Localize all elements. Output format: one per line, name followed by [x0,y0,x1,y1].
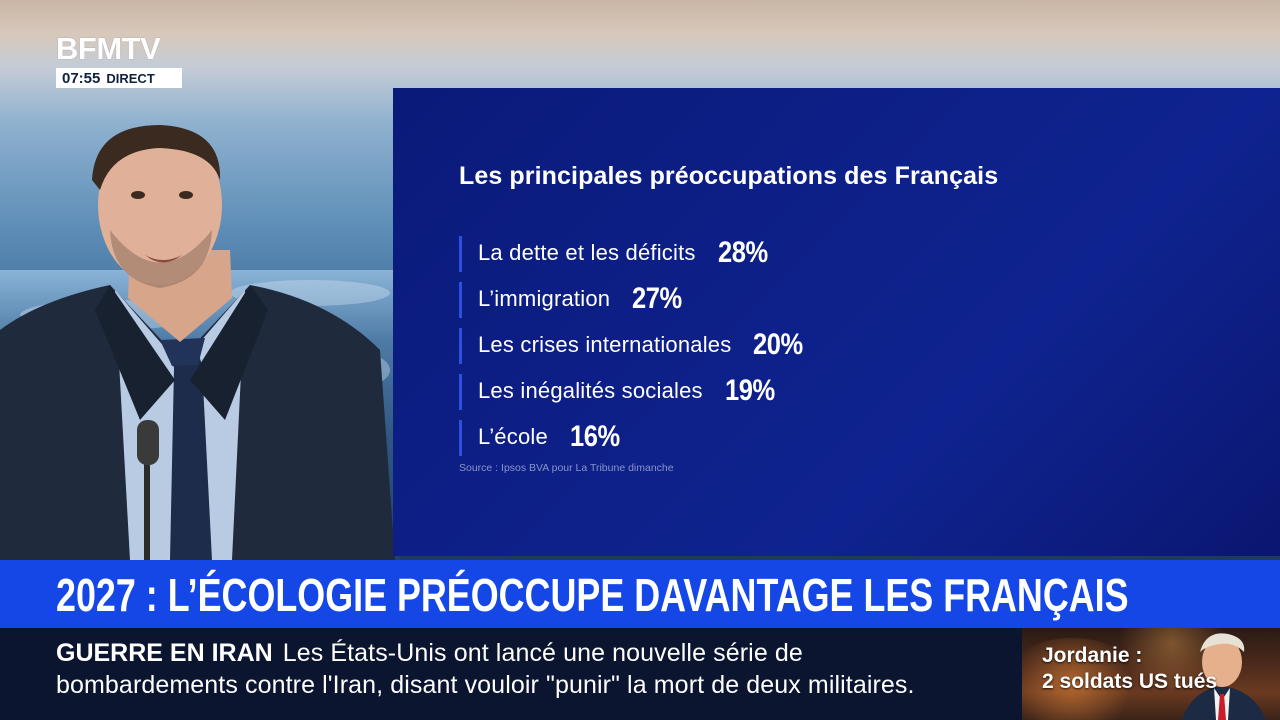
ticker-line-2: bombardements contre l'Iran, disant voul… [56,671,915,700]
teaser-portrait-image [1182,633,1266,720]
list-item: L’école 16% [459,414,812,460]
clock-time: 07:55 [62,69,101,87]
item-label: Les inégalités sociales [478,378,703,403]
list-item: L’immigration 27% [459,276,812,322]
item-accent-bar [459,236,462,272]
poll-graphic-panel: Les principales préoccupations des Franç… [393,88,1280,556]
live-clock-bar: 07:55 DIRECT [56,68,182,88]
teaser-title: Jordanie : [1042,644,1143,667]
list-item: La dette et les déficits 28% [459,230,812,276]
item-percentage: 16% [569,420,620,453]
ticker-text-line-1: Les États-Unis ont lancé une nouvelle sé… [282,639,803,667]
presenter-image [0,125,395,560]
channel-logo: BFMTV 07:55 DIRECT [56,31,184,88]
item-percentage: 19% [724,374,775,407]
item-percentage: 20% [753,328,804,361]
channel-logo-text: BFMTV [56,31,161,66]
side-teaser: Jordanie : 2 soldats US tués [1022,628,1280,720]
item-accent-bar [459,420,462,456]
item-accent-bar [459,282,462,318]
item-label: La dette et les déficits [478,240,696,265]
headline-text: 2027 : L’ÉCOLOGIE PRÉOCCUPE DAVANTAGE LE… [56,569,1129,621]
graphic-title: Les principales préoccupations des Franç… [459,162,999,190]
teaser-subtitle: 2 soldats US tués [1042,670,1218,693]
graphic-source: Source : Ipsos BVA pour La Tribune diman… [459,462,674,474]
ticker-text-line-2: bombardements contre l'Iran, disant voul… [56,671,915,699]
item-label: Les crises internationales [478,332,732,357]
ticker-line-1: GUERRE EN IRAN Les États-Unis ont lancé u… [56,639,803,668]
item-label: L’école [478,424,548,449]
item-percentage: 28% [717,236,768,269]
list-item: Les inégalités sociales 19% [459,368,812,414]
item-accent-bar [459,374,462,410]
item-percentage: 27% [632,282,682,315]
item-accent-bar [459,328,462,364]
item-label: L’immigration [478,286,611,311]
headline-band: 2027 : L’ÉCOLOGIE PRÉOCCUPE DAVANTAGE LE… [0,560,1280,628]
ticker-kicker: GUERRE EN IRAN [56,639,273,667]
list-item: Les crises internationales 20% [459,322,812,368]
live-label: DIRECT [106,70,155,86]
poll-items-list: La dette et les déficits 28% L’immigrati… [459,230,812,460]
